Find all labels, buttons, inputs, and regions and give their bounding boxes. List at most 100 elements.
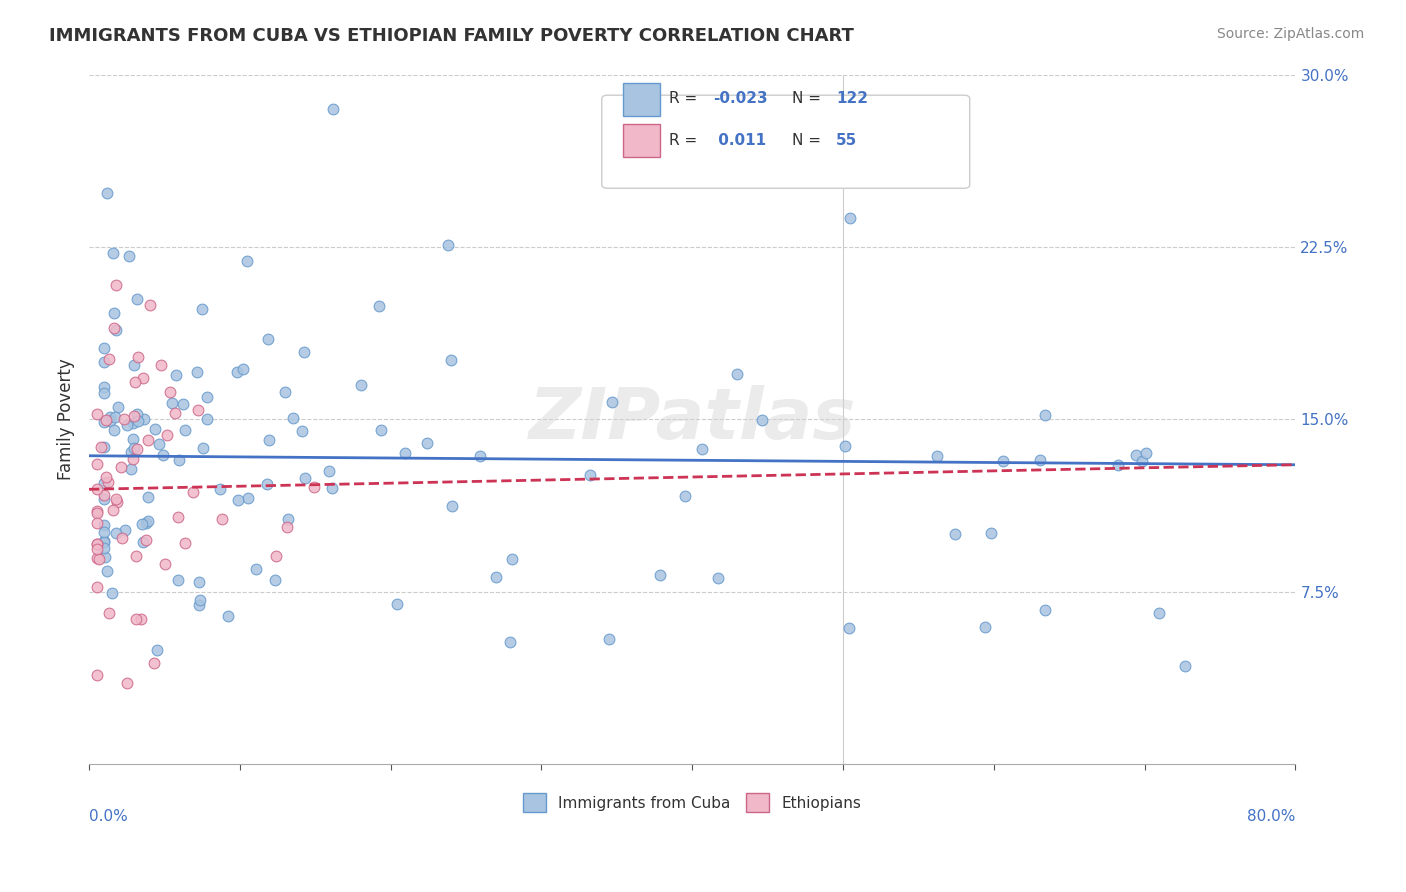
Point bbox=[264, 549, 287, 564]
Point bbox=[153, 557, 176, 571]
Point bbox=[143, 657, 166, 671]
Text: 0.011: 0.011 bbox=[713, 133, 766, 147]
Point bbox=[86, 580, 108, 594]
Point bbox=[96, 413, 118, 427]
Point bbox=[302, 480, 325, 494]
Point bbox=[97, 475, 120, 489]
Point bbox=[294, 471, 316, 485]
Point bbox=[86, 537, 108, 551]
Point bbox=[1149, 606, 1171, 620]
Point bbox=[257, 433, 280, 447]
Point bbox=[725, 368, 748, 382]
Point bbox=[138, 490, 160, 504]
Point bbox=[277, 512, 299, 526]
Point bbox=[93, 475, 115, 490]
Point bbox=[163, 406, 186, 420]
Point bbox=[96, 564, 118, 578]
Point bbox=[226, 493, 249, 508]
Point bbox=[93, 518, 115, 533]
Point bbox=[127, 414, 149, 428]
Point bbox=[263, 573, 285, 587]
Point bbox=[183, 485, 205, 500]
Point bbox=[1029, 452, 1052, 467]
Point bbox=[93, 524, 115, 539]
Point bbox=[245, 562, 267, 576]
Point bbox=[578, 468, 600, 483]
Point bbox=[96, 186, 118, 200]
Point bbox=[93, 488, 115, 502]
Text: -0.023: -0.023 bbox=[713, 91, 768, 106]
Point bbox=[122, 432, 145, 446]
Point bbox=[173, 423, 195, 437]
Point bbox=[93, 380, 115, 394]
Point bbox=[195, 412, 218, 426]
Point bbox=[93, 440, 115, 454]
Point bbox=[321, 481, 343, 495]
Point bbox=[139, 298, 162, 312]
Point bbox=[135, 516, 157, 530]
Point bbox=[193, 441, 215, 455]
Point bbox=[103, 246, 125, 260]
Point bbox=[132, 371, 155, 385]
Point bbox=[1033, 408, 1056, 422]
Point bbox=[499, 635, 522, 649]
Point bbox=[188, 599, 211, 613]
Point bbox=[838, 621, 860, 635]
Point bbox=[167, 453, 190, 467]
Point bbox=[86, 483, 108, 497]
Point bbox=[135, 533, 157, 547]
Point bbox=[1174, 658, 1197, 673]
Point bbox=[367, 299, 389, 313]
Point bbox=[107, 400, 129, 414]
Point bbox=[751, 413, 773, 427]
Text: 55: 55 bbox=[835, 133, 858, 147]
Point bbox=[441, 499, 464, 513]
Point bbox=[103, 306, 125, 320]
Point bbox=[148, 437, 170, 451]
Point bbox=[256, 332, 278, 346]
Point bbox=[152, 448, 174, 462]
Point bbox=[86, 537, 108, 551]
Point bbox=[974, 620, 997, 634]
Point bbox=[1125, 448, 1147, 462]
Point bbox=[125, 549, 148, 564]
Point bbox=[122, 452, 145, 467]
Point bbox=[86, 668, 108, 682]
Point bbox=[211, 511, 233, 525]
Point bbox=[188, 574, 211, 589]
Point bbox=[370, 423, 392, 437]
Point bbox=[112, 411, 135, 425]
Point bbox=[111, 531, 134, 545]
Point bbox=[122, 409, 145, 424]
Text: R =: R = bbox=[669, 133, 703, 147]
Point bbox=[281, 411, 304, 425]
Point bbox=[291, 424, 314, 438]
Point bbox=[86, 506, 108, 520]
Point bbox=[256, 477, 278, 491]
Point bbox=[131, 535, 153, 549]
Point bbox=[115, 676, 138, 690]
Point bbox=[100, 586, 122, 600]
Point bbox=[117, 417, 139, 432]
Point bbox=[650, 568, 672, 582]
Point bbox=[93, 541, 115, 556]
Point bbox=[93, 341, 115, 355]
Point bbox=[191, 302, 214, 317]
Point bbox=[235, 254, 257, 268]
Text: ZIPatlas: ZIPatlas bbox=[529, 384, 856, 454]
Text: IMMIGRANTS FROM CUBA VS ETHIOPIAN FAMILY POVERTY CORRELATION CHART: IMMIGRANTS FROM CUBA VS ETHIOPIAN FAMILY… bbox=[49, 27, 853, 45]
Point bbox=[149, 359, 172, 373]
Point bbox=[125, 293, 148, 307]
Point bbox=[156, 428, 179, 442]
Point bbox=[104, 323, 127, 337]
Point bbox=[103, 423, 125, 437]
Point bbox=[166, 573, 188, 587]
Point bbox=[673, 489, 696, 503]
Point bbox=[501, 552, 523, 566]
Point bbox=[1130, 454, 1153, 468]
Point bbox=[118, 249, 141, 263]
Text: N =: N = bbox=[793, 133, 827, 147]
Point bbox=[318, 464, 340, 478]
Point bbox=[485, 570, 508, 584]
Point bbox=[468, 449, 491, 463]
